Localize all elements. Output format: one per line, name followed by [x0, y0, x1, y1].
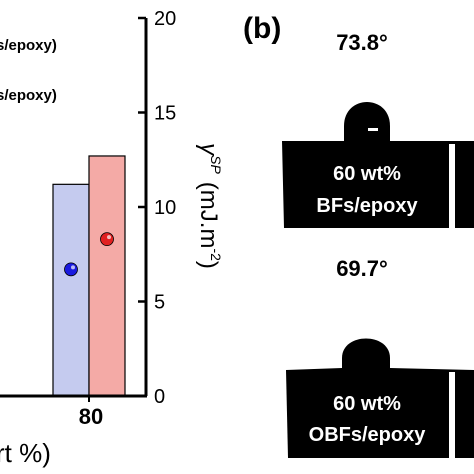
panel-b-label: (b) [243, 12, 281, 45]
ylabel-superscript: SP [208, 155, 224, 174]
chart-panel-a: s/epoxy) s/epoxy) 0 5 10 15 20 80 rt %) γSP (… [0, 8, 224, 468]
legend-entry-2: s/epoxy) [0, 87, 57, 104]
legend-entry-1: s/epoxy) [0, 37, 57, 54]
ylabel-symbol: γ [195, 143, 222, 157]
x-ticks: 80 [79, 396, 103, 429]
x-tick-label-80: 80 [79, 404, 103, 429]
y-tick-label-0: 0 [154, 386, 165, 408]
bar-series-2 [88, 155, 126, 397]
sample-label-top-line2: BFs/epoxy [316, 195, 418, 217]
ylabel-close: ) [195, 261, 222, 269]
y-tick-label-20: 20 [154, 8, 176, 30]
sample-label-bottom-line2: OBFs/epoxy [309, 424, 427, 446]
ylabel-unit: (mJ.m [195, 182, 222, 249]
droplet-image-top: 60 wt% BFs/epoxy [282, 102, 474, 228]
contact-angle-bottom: 69.7° [336, 256, 388, 281]
markers [64, 232, 114, 277]
sample-label-top-line1: 60 wt% [333, 163, 401, 185]
right-y-axis-label: γSP (mJ.m-2) [195, 143, 224, 269]
bars [52, 155, 126, 397]
y-tick-label-5: 5 [154, 292, 165, 314]
bar-series-1 [52, 183, 90, 397]
droplet-image-bottom: 60 wt% OBFs/epoxy [286, 338, 474, 458]
contact-angle-top: 73.8° [336, 30, 388, 55]
legend: s/epoxy) s/epoxy) [0, 37, 57, 104]
right-y-ticks: 0 5 10 15 20 [138, 8, 176, 408]
x-axis-label: rt %) [0, 438, 51, 468]
panel-b: (b) 73.8° 60 wt% BFs/epoxy 69.7° 60 wt% … [243, 12, 474, 458]
y-tick-label-10: 10 [154, 197, 176, 219]
data-point-highlight-2 [107, 235, 111, 240]
data-point-highlight-1 [71, 265, 75, 270]
data-point-series-2 [100, 232, 114, 247]
svg-text:γSP(mJ.m-2): γSP (mJ.m-2) [195, 143, 224, 269]
sample-label-bottom-line1: 60 wt% [333, 393, 401, 415]
data-point-series-1 [64, 262, 78, 277]
ylabel-unit-superscript: -2 [208, 248, 224, 261]
y-tick-label-15: 15 [154, 103, 176, 125]
